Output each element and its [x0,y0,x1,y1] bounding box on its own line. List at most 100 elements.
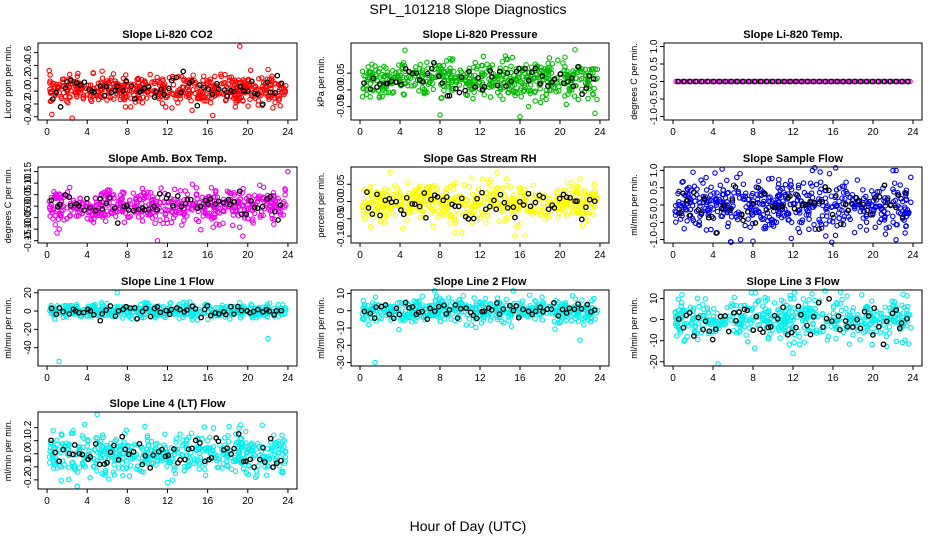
data-point [839,195,845,201]
data-point [143,95,150,101]
highlight-point [161,91,167,98]
data-point [751,345,758,352]
x-tick-label: 0 [670,250,676,261]
data-point [158,185,164,191]
highlight-point [456,89,463,96]
data-point [72,89,79,95]
highlight-point [583,85,590,92]
data-point [416,88,422,94]
x-tick-label: 8 [437,373,443,384]
highlight-point [123,78,130,84]
data-point [487,317,494,323]
highlight-point [114,220,121,226]
data-point [228,190,235,197]
data-point [186,94,192,101]
data-point [458,69,465,75]
data-point [459,76,465,83]
outlier-point [237,43,243,49]
highlight-point [227,201,233,208]
highlight-point [504,70,511,76]
highlight-point [852,78,858,85]
data-point [383,192,389,198]
data-point [212,211,218,218]
data-point [517,87,524,93]
data-point [181,211,187,217]
data-point [466,316,473,322]
highlight-point [184,196,191,203]
data-point [179,222,185,228]
data-point [226,423,232,430]
data-point [276,97,282,103]
data-point [245,206,252,212]
data-point [80,94,86,100]
data-point [796,341,803,348]
data-point [171,186,178,193]
highlight-point [66,194,73,200]
data-point [259,75,265,81]
data-point [417,61,424,68]
highlight-point [810,78,817,85]
data-point [387,207,394,213]
highlight-point [539,73,546,79]
data-point [122,104,129,110]
x-tick-label: 0 [44,250,50,261]
highlight-point [153,89,159,95]
data-point [83,85,89,92]
highlight-point [278,80,285,87]
highlight-point [863,78,870,85]
data-point [281,87,288,93]
data-point [857,336,863,343]
data-point [201,424,208,430]
data-point [47,90,54,96]
y-tick-label: -0.2 [23,95,34,113]
data-point [564,68,570,74]
highlight-point [409,70,416,77]
data-points [672,288,914,367]
data-point [54,230,60,236]
highlight-point [899,78,905,85]
highlight-point [224,93,231,99]
data-point [519,73,525,80]
data-point [510,192,517,198]
data-point [539,294,545,300]
y-tick-label: 0 [336,308,347,314]
data-point [133,197,139,203]
highlight-point [97,83,104,89]
outlier-point [790,350,796,357]
data-point [579,297,585,303]
highlight-point [436,73,442,80]
data-points [46,43,289,121]
data-point [477,215,483,221]
data-point [142,79,148,86]
data-point [154,78,161,84]
data-point [448,77,455,84]
data-point [47,86,53,93]
data-point [213,221,220,227]
data-point [116,198,122,204]
data-point [569,208,576,215]
data-point [728,214,735,220]
data-point [372,294,379,300]
data-point [52,221,59,228]
highlight-point [259,101,266,108]
data-point [264,76,271,82]
data-point [231,192,238,198]
data-point [562,64,568,70]
highlight-point [893,78,900,85]
x-tick-label: 24 [282,373,294,384]
data-point [530,182,537,189]
data-points [359,169,601,239]
data-point [110,80,117,87]
data-point [503,296,510,303]
data-point [212,73,218,80]
x-tick-label: 0 [670,373,676,384]
data-point [85,209,92,216]
data-point [487,94,494,100]
data-point [501,194,507,201]
x-tick-label: 24 [907,127,919,138]
x-tick-label: 4 [84,373,90,384]
data-point [548,70,555,76]
highlight-point [444,93,451,99]
highlight-point [215,198,222,205]
y-tick-label: 0.6 [23,45,34,59]
